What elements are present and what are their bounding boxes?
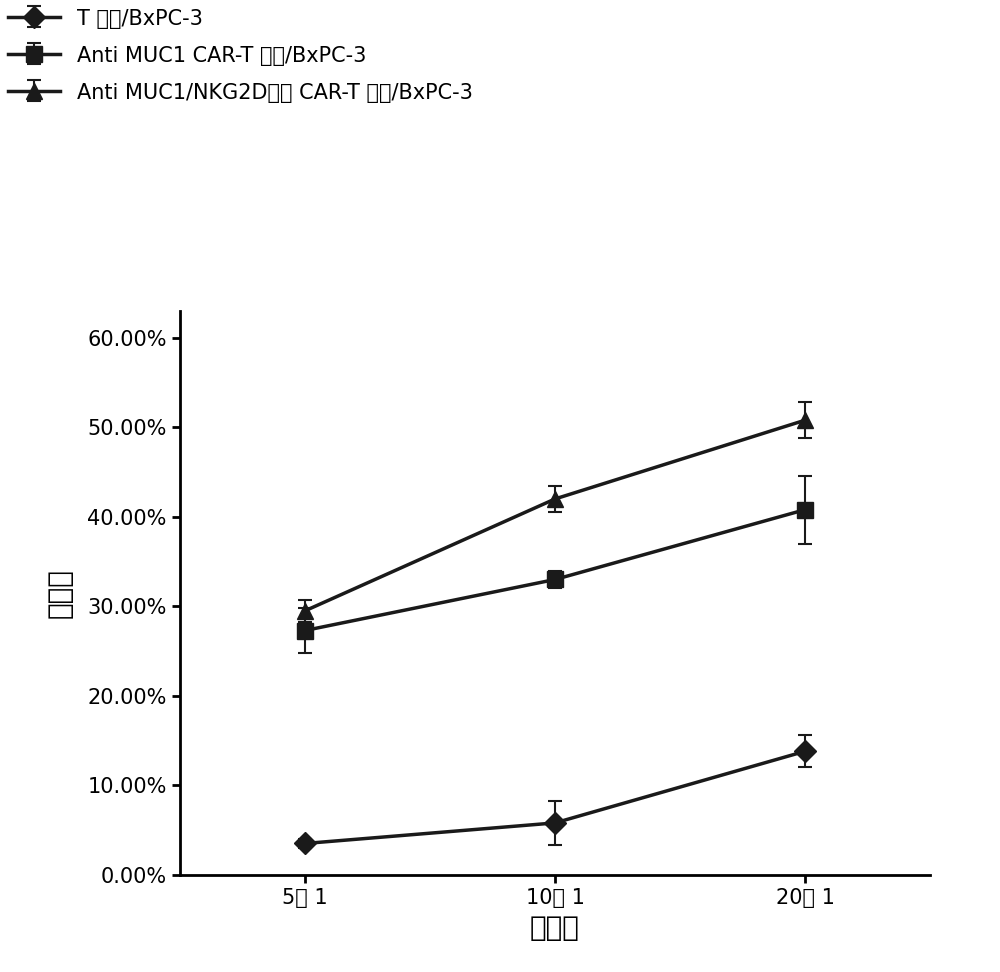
Legend: T 细胞/BxPC-3, Anti MUC1 CAR-T 细胞/BxPC-3, Anti MUC1/NKG2D配体 CAR-T 细胞/BxPC-3: T 细胞/BxPC-3, Anti MUC1 CAR-T 细胞/BxPC-3, …	[0, 0, 481, 112]
X-axis label: 效靶比: 效靶比	[530, 914, 580, 942]
Y-axis label: 杀瘾率: 杀瘾率	[45, 568, 73, 618]
